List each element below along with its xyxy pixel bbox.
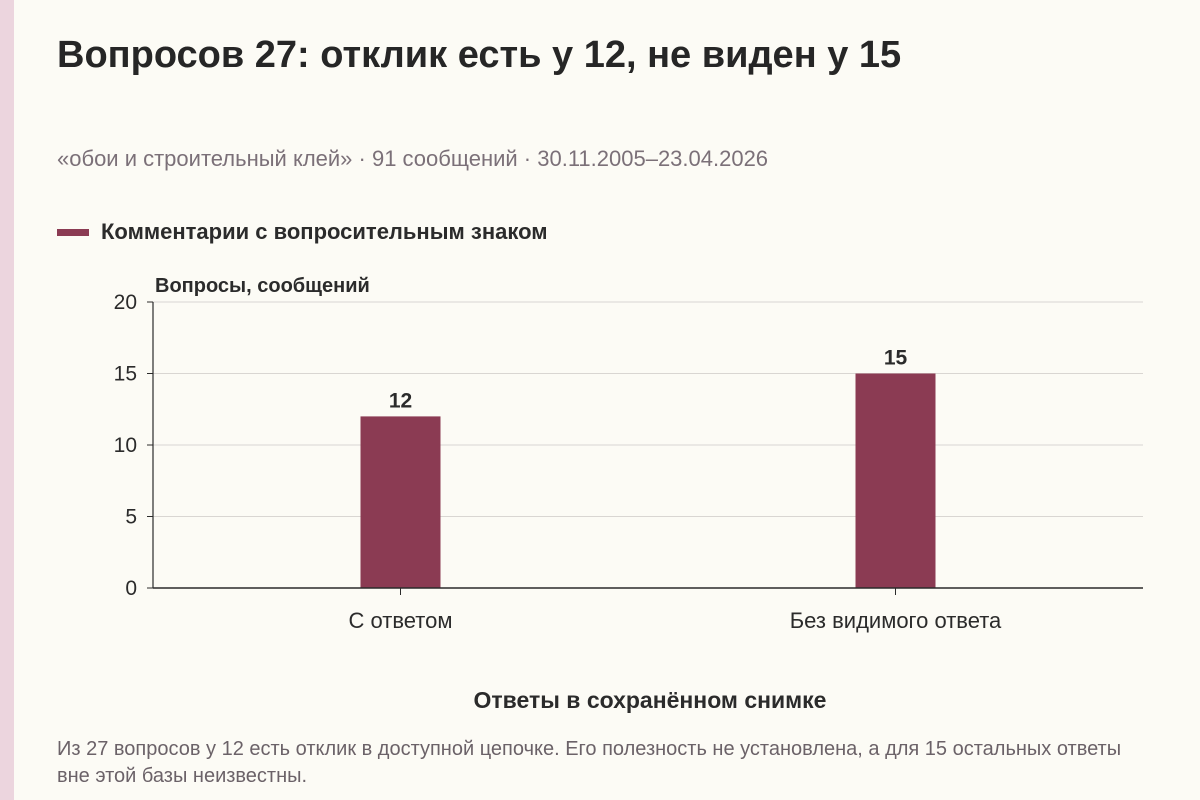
y-tick-label: 0 <box>125 577 137 600</box>
left-accent-stripe <box>0 0 14 800</box>
bar <box>855 373 936 588</box>
gridlines <box>153 301 1143 517</box>
legend: Комментарии с вопросительным знаком <box>57 219 548 245</box>
x-tick-label: Без видимого ответа <box>790 608 1002 633</box>
x-tick-label: С ответом <box>349 608 453 633</box>
footnote: Из 27 вопросов у 12 есть отклик в доступ… <box>57 738 1122 787</box>
legend-swatch <box>57 228 89 236</box>
y-tick-label: 20 <box>114 291 137 314</box>
legend-label: Комментарии с вопросительным знаком <box>101 219 548 244</box>
bar <box>360 416 441 588</box>
chart-title: Вопросов 27: отклик есть у 12, не виден … <box>57 34 902 76</box>
axes <box>147 301 1143 595</box>
y-tick-label: 5 <box>125 506 137 529</box>
y-tick-label: 10 <box>114 434 137 457</box>
y-axis-title: Вопросы, сообщений <box>155 275 370 297</box>
x-axis-title: Ответы в сохранённом снимке <box>474 687 827 713</box>
bars <box>360 373 936 588</box>
bar-chart: 0 5 10 15 20 12 С ответом 15 Без видимого ответа… <box>114 275 1143 713</box>
y-tick-label: 15 <box>114 363 137 386</box>
chart-subtitle: «обои и строительный клей» · 91 сообщени… <box>57 146 769 171</box>
labels: 0 5 10 15 20 12 С ответом 15 Без видимого ответа… <box>114 275 1002 713</box>
bar-value-label: 12 <box>389 389 412 412</box>
bar-value-label: 15 <box>884 347 908 370</box>
